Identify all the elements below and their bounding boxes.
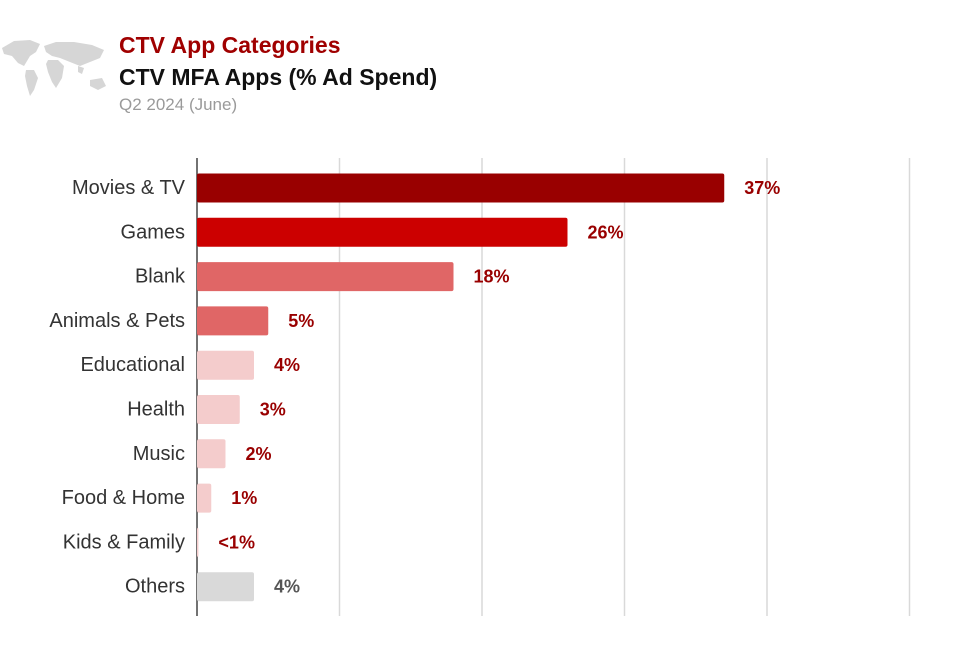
bar xyxy=(197,350,254,380)
category-label: Others xyxy=(125,576,185,598)
value-labels: 37% 26% 18% 5% 4% 3% 2% 1% <1% 4% xyxy=(218,178,780,597)
chart-title: CTV MFA Apps (% Ad Spend) xyxy=(119,64,438,90)
bar xyxy=(197,306,269,336)
value-label: 37% xyxy=(744,178,780,198)
bar xyxy=(197,217,568,247)
category-label: Animals & Pets xyxy=(49,310,185,332)
value-label: 4% xyxy=(274,577,300,597)
value-label: 2% xyxy=(246,444,272,464)
value-label: 4% xyxy=(274,355,300,375)
chart-category-title: CTV App Categories xyxy=(119,32,341,58)
bar xyxy=(197,527,199,557)
bar xyxy=(197,572,254,602)
value-label: 18% xyxy=(474,267,510,287)
bar xyxy=(197,395,240,424)
category-label: Educational xyxy=(80,354,185,376)
category-label: Games xyxy=(121,221,185,243)
world-map-icon xyxy=(2,40,106,96)
category-labels: Movies & TV Games Blank Animals & Pets Educa… xyxy=(49,177,186,598)
category-label: Music xyxy=(133,443,185,465)
bars xyxy=(197,173,725,602)
category-label: Blank xyxy=(135,266,186,288)
bar xyxy=(197,173,725,203)
chart-subtitle: Q2 2024 (June) xyxy=(119,95,238,114)
value-label: 3% xyxy=(260,400,286,420)
category-label: Food & Home xyxy=(62,487,185,509)
bar xyxy=(197,439,226,469)
category-label: Movies & TV xyxy=(72,177,186,199)
value-label: <1% xyxy=(218,532,255,552)
category-label: Kids & Family xyxy=(63,531,185,553)
value-label: 1% xyxy=(231,488,257,508)
value-label: 5% xyxy=(288,311,314,331)
category-label: Health xyxy=(127,399,185,421)
value-label: 26% xyxy=(588,222,624,242)
bar xyxy=(197,483,212,513)
bar xyxy=(197,262,454,292)
